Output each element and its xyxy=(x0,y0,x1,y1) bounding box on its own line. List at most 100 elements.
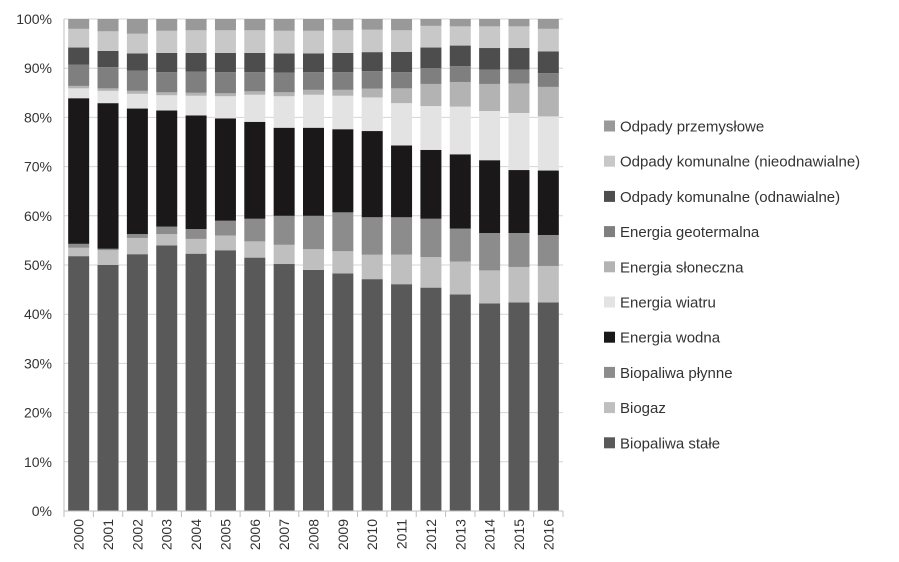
bar-segment xyxy=(303,30,324,54)
bar-segment xyxy=(361,131,383,218)
bar-segment xyxy=(361,254,383,280)
bar-segment xyxy=(361,19,383,30)
bar-segment xyxy=(303,249,324,270)
x-tick-label: 2006 xyxy=(247,519,263,550)
bar-segment xyxy=(508,48,530,70)
x-tick-label: 2004 xyxy=(188,519,204,550)
bar-segment xyxy=(244,19,266,31)
legend-swatch xyxy=(604,155,615,167)
bar-segment xyxy=(97,265,119,511)
bar-segment xyxy=(508,69,530,84)
bar-segment xyxy=(332,89,354,96)
bar-segment xyxy=(126,237,148,255)
x-tick-label: 2001 xyxy=(100,519,116,550)
bar-segment xyxy=(214,250,236,512)
bar-segment xyxy=(479,303,501,511)
axes: 0% 10% 20% 30% 40% 50% 60% 70% 80% 90% 100% 2000 200… xyxy=(16,11,564,550)
bar-segment xyxy=(303,127,324,216)
bar-segment xyxy=(68,256,90,511)
bar-segment xyxy=(185,92,207,96)
bar-segment xyxy=(420,257,442,288)
bar-segment xyxy=(332,19,354,31)
legend: Odpady przemysłowe Odpady komunalne (nieo… xyxy=(604,119,860,452)
bar-segment xyxy=(156,245,178,511)
bar-segment xyxy=(68,28,90,48)
legend-swatch xyxy=(604,402,615,414)
bar-segment xyxy=(420,25,442,48)
legend-label: Biopaliwa płynne xyxy=(620,365,733,382)
legend-swatch xyxy=(604,331,615,343)
y-tick-label: 70% xyxy=(24,159,52,175)
x-tick-label: 2003 xyxy=(159,519,175,550)
bar-segment xyxy=(391,145,413,218)
bar-segment xyxy=(273,30,295,54)
bar-segment xyxy=(185,253,207,511)
bar-segment xyxy=(185,238,207,254)
x-tick-label: 2015 xyxy=(511,519,527,550)
bar-segment xyxy=(156,95,178,111)
bar-segment xyxy=(244,91,266,95)
bar-segment xyxy=(449,45,471,67)
bar-segment xyxy=(68,98,90,244)
bar-segment xyxy=(332,129,354,213)
bar-segment xyxy=(244,72,266,92)
bar-segment xyxy=(537,170,559,235)
bar-segment xyxy=(449,261,471,295)
bar-segment xyxy=(156,92,178,96)
bar-segment xyxy=(479,48,501,70)
bar-segment xyxy=(361,217,383,255)
bar-segment xyxy=(361,279,383,511)
bar-segment xyxy=(244,30,266,53)
y-tick-label: 0% xyxy=(32,503,52,519)
bar-segment xyxy=(68,47,90,65)
bar-segment xyxy=(537,73,559,87)
bar-segment xyxy=(332,212,354,252)
bar-segment xyxy=(420,47,442,69)
bar-segment xyxy=(361,29,383,53)
bar-segment xyxy=(391,103,413,146)
bar-segment xyxy=(126,254,148,511)
bar-segment xyxy=(185,71,207,93)
bar-segment xyxy=(97,248,119,251)
bar-segment xyxy=(68,88,90,99)
bar-segment xyxy=(537,116,559,171)
bar-segment xyxy=(420,68,442,84)
bar-segment xyxy=(126,33,148,54)
bar-segment xyxy=(391,254,413,285)
bar-segment xyxy=(97,67,119,89)
bar-segment xyxy=(479,160,501,234)
bar-segment xyxy=(391,217,413,255)
bar-segment xyxy=(391,51,413,73)
bar-segment xyxy=(244,241,266,258)
bar-segment xyxy=(508,170,530,234)
bar-segment xyxy=(185,229,207,239)
legend-swatch xyxy=(604,366,615,378)
bar-segment xyxy=(361,52,383,72)
bar-segment xyxy=(244,218,266,242)
bar-segment xyxy=(214,30,236,53)
legend-label: Biogaz xyxy=(620,400,666,417)
bar-segment xyxy=(449,26,471,46)
bar-segment xyxy=(185,95,207,116)
bar-segment xyxy=(156,19,178,31)
bar-segment xyxy=(508,83,530,113)
bar-segment xyxy=(244,121,266,219)
bar-segment xyxy=(273,19,295,31)
x-tick-label: 2000 xyxy=(71,519,87,550)
y-tick-label: 80% xyxy=(24,109,52,125)
bar-segment xyxy=(273,92,295,97)
bar-segment xyxy=(97,103,119,249)
bar-segment xyxy=(303,19,324,31)
bar-segment xyxy=(449,66,471,82)
x-tick-label: 2013 xyxy=(452,519,468,550)
bar-segment xyxy=(68,64,90,86)
bar-segment xyxy=(391,284,413,511)
bar-segment xyxy=(126,70,148,91)
bar-segment xyxy=(449,81,471,107)
bar-segment xyxy=(537,86,559,117)
x-tick-label: 2016 xyxy=(540,519,556,550)
bar-segment xyxy=(332,251,354,274)
y-tick-label: 60% xyxy=(24,208,52,224)
x-tick-label: 2008 xyxy=(306,519,322,550)
